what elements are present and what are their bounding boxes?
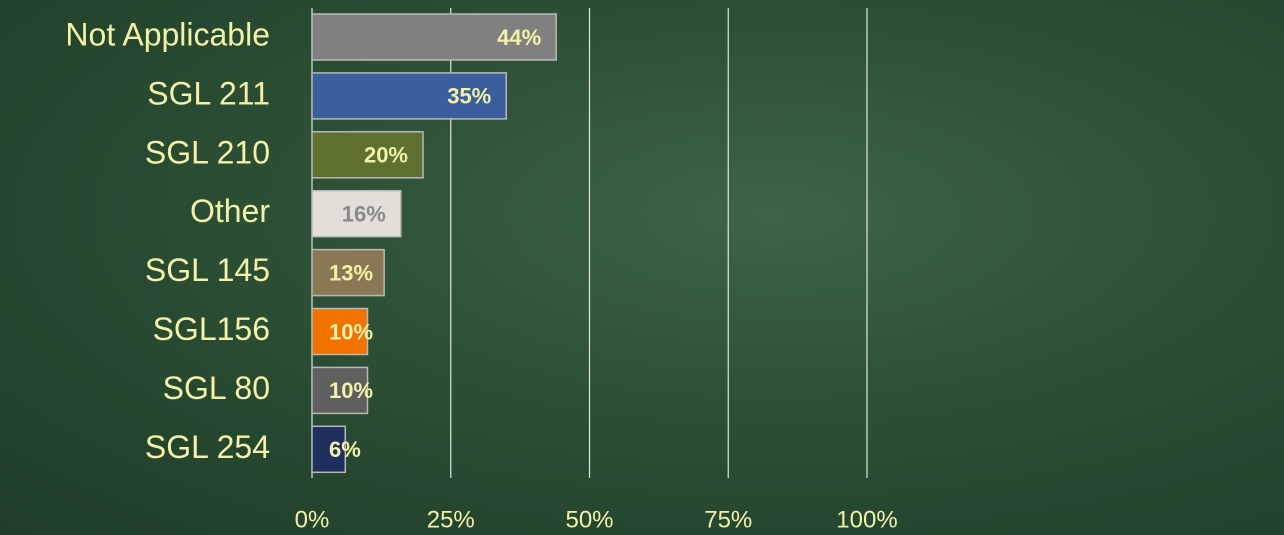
chart: 0% 25% 50% 75% 100% Not Applicable 44% SGL 211 3… bbox=[0, 0, 1284, 535]
y-tick-label: Not Applicable bbox=[65, 16, 270, 52]
x-tick-label: 50% bbox=[565, 506, 613, 533]
value-label: 35% bbox=[447, 84, 491, 109]
y-tick-label: SGL 210 bbox=[145, 134, 270, 170]
value-label: 6% bbox=[329, 437, 361, 462]
y-tick-label: SGL 80 bbox=[163, 370, 270, 406]
value-label: 13% bbox=[329, 260, 373, 285]
value-label: 16% bbox=[342, 202, 386, 227]
value-label: 10% bbox=[329, 319, 373, 344]
slide: 0% 25% 50% 75% 100% Not Applicable 44% SGL 211 3… bbox=[0, 0, 1284, 535]
y-tick-label: SGL 145 bbox=[145, 252, 270, 288]
y-tick-label: Other bbox=[190, 193, 270, 229]
value-label: 20% bbox=[364, 143, 408, 168]
y-tick-label: SGL 211 bbox=[147, 75, 270, 111]
value-label: 44% bbox=[497, 25, 541, 50]
x-tick-label: 100% bbox=[836, 506, 897, 533]
y-tick-label: SGL156 bbox=[153, 311, 270, 347]
x-tick-label: 25% bbox=[427, 506, 475, 533]
x-tick-label: 0% bbox=[295, 506, 330, 533]
y-tick-label: SGL 254 bbox=[145, 429, 270, 465]
x-tick-label: 75% bbox=[704, 506, 752, 533]
value-label: 10% bbox=[329, 378, 373, 403]
